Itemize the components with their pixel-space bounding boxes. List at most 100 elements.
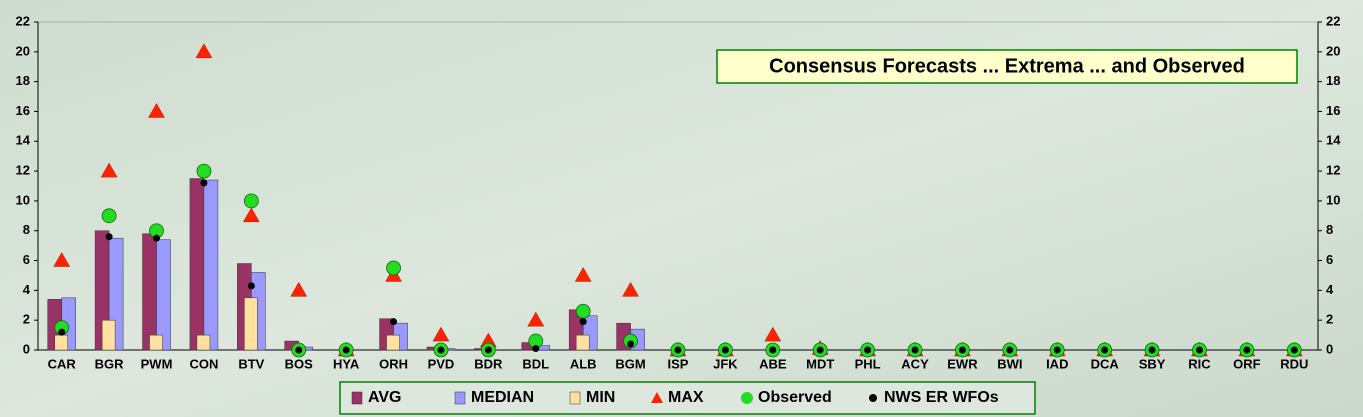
x-tick-label: BWI	[997, 356, 1022, 371]
bar	[101, 319, 116, 351]
wfo-marker	[958, 346, 966, 354]
wfo-marker	[532, 345, 540, 353]
y2-tick-label: 10	[1326, 192, 1340, 207]
legend-swatch	[569, 391, 581, 405]
legend-swatch	[454, 391, 466, 405]
wfo-marker	[58, 328, 66, 336]
x-tick-label: CON	[189, 356, 218, 371]
max-marker	[195, 43, 213, 59]
bar	[149, 334, 163, 351]
wfo-marker	[437, 346, 445, 354]
observed-marker	[196, 163, 212, 179]
x-tick-label: BOS	[285, 356, 314, 371]
wfo-marker	[674, 346, 682, 354]
wfo-marker	[864, 346, 872, 354]
y2-tick-label: 16	[1326, 103, 1340, 118]
wfo-marker	[721, 346, 729, 354]
x-tick-label: BGM	[615, 356, 645, 371]
y-tick-label: 8	[23, 222, 30, 237]
observed-marker	[101, 208, 117, 224]
wfo-marker	[390, 318, 398, 326]
wfo-marker	[247, 282, 255, 290]
y-tick-label: 4	[23, 282, 31, 297]
legend-swatch	[351, 391, 363, 405]
wfo-marker	[627, 340, 635, 348]
y-tick-label: 0	[23, 341, 30, 356]
max-marker	[527, 311, 545, 327]
x-tick-label: PHL	[855, 356, 881, 371]
x-tick-label: ISP	[668, 356, 689, 371]
x-tick-label: ORF	[1233, 356, 1261, 371]
wfo-marker	[295, 346, 303, 354]
wfo-marker	[1195, 346, 1203, 354]
x-tick-label: JFK	[713, 356, 738, 371]
legend-swatch	[741, 392, 753, 404]
x-tick-label: MDT	[806, 356, 834, 371]
x-tick-label: IAD	[1046, 356, 1068, 371]
x-tick-label: BTV	[238, 356, 264, 371]
legend-label: NWS ER WFOs	[884, 389, 999, 406]
y2-tick-label: 22	[1326, 13, 1340, 28]
y-tick-label: 14	[16, 133, 31, 148]
observed-marker	[243, 193, 259, 209]
y2-tick-label: 14	[1326, 133, 1341, 148]
bar	[142, 233, 157, 351]
x-tick-label: EWR	[947, 356, 978, 371]
legend-swatch	[651, 392, 663, 403]
x-tick-label: CAR	[48, 356, 77, 371]
max-marker	[764, 326, 782, 342]
max-marker	[53, 252, 71, 267]
x-tick-label: PWM	[141, 356, 173, 371]
wfo-marker	[1006, 346, 1014, 354]
wfo-marker	[579, 318, 587, 326]
wfo-marker	[769, 346, 777, 354]
x-tick-label: RIC	[1188, 356, 1211, 371]
wfo-marker	[1290, 346, 1298, 354]
wfo-marker	[342, 346, 350, 354]
x-tick-label: BDR	[474, 356, 503, 371]
y2-tick-label: 18	[1326, 73, 1340, 88]
legend-label: MEDIAN	[471, 389, 534, 406]
bar	[244, 297, 258, 351]
observed-marker	[386, 260, 401, 276]
max-marker	[148, 102, 165, 118]
max-marker	[242, 207, 260, 223]
legend-label: MIN	[586, 389, 615, 406]
y-tick-label: 10	[16, 192, 30, 207]
x-tick-label: SBY	[1139, 356, 1166, 371]
wfo-marker	[105, 233, 113, 241]
bar	[156, 239, 171, 351]
y-tick-label: 20	[16, 43, 30, 58]
y-tick-label: 6	[23, 252, 30, 267]
wfo-marker	[1101, 346, 1109, 354]
max-marker	[574, 266, 592, 282]
wfo-marker	[1243, 346, 1251, 354]
bar	[196, 334, 211, 351]
wfo-marker	[1148, 346, 1156, 354]
bar	[203, 179, 219, 351]
chart-title: Consensus Forecasts ... Extrema ... and …	[769, 55, 1245, 77]
y2-tick-label: 20	[1326, 43, 1340, 58]
y2-tick-label: 6	[1326, 252, 1333, 267]
x-tick-label: BDL	[522, 356, 549, 371]
y2-tick-label: 4	[1326, 282, 1334, 297]
legend-label: AVG	[368, 389, 401, 406]
y2-tick-label: 12	[1326, 163, 1340, 178]
legend-label: Observed	[758, 389, 832, 406]
wfo-marker	[200, 179, 208, 187]
observed-marker	[575, 303, 591, 319]
y-tick-label: 16	[16, 103, 30, 118]
max-marker	[100, 162, 118, 178]
y2-tick-label: 8	[1326, 222, 1333, 237]
bar	[189, 178, 205, 351]
x-tick-label: ALB	[570, 356, 597, 371]
y-tick-label: 12	[16, 163, 30, 178]
y2-tick-label: 0	[1326, 341, 1333, 356]
y2-tick-label: 2	[1326, 312, 1333, 327]
legend-label: MAX	[668, 389, 704, 406]
wfo-marker	[911, 346, 919, 354]
x-tick-label: DCA	[1091, 356, 1120, 371]
max-marker	[432, 326, 450, 342]
wfo-marker	[1053, 346, 1061, 354]
